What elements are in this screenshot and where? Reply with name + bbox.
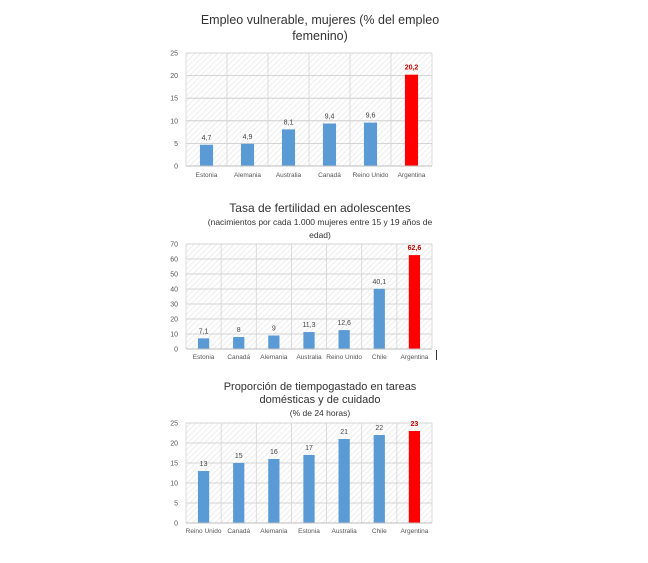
y-tick-label: 15 xyxy=(170,96,178,103)
bar-estonia xyxy=(199,144,214,166)
data-label: 4,7 xyxy=(202,135,212,142)
data-label: 15 xyxy=(235,453,243,460)
y-tick-label: 20 xyxy=(170,441,178,448)
chart-3: 0 5 10 15 20 25 13 Reino Unido 15 Canadá 16 Alemani… xyxy=(170,421,433,535)
chart-title-line: Tasa de fertilidad en adolescentes xyxy=(229,201,411,215)
chart-2-title-block: Tasa de fertilidad en adolescentes (nacim… xyxy=(140,200,500,242)
chart-title-line: Proporción de tiempogastado en tareas xyxy=(223,381,417,393)
x-tick-label: Estonia xyxy=(298,528,320,535)
chart-2: 0 10 20 30 40 50 60 70 7,1 Estonia 8 Canadá 9 Alemani… xyxy=(170,242,433,361)
data-label: 17 xyxy=(305,445,313,452)
y-tick-label: 10 xyxy=(170,332,178,339)
bar-reino-unido xyxy=(338,330,350,349)
y-tick-label: 0 xyxy=(174,521,178,528)
chart-title-line: Empleo vulnerable, mujeres (% del empleo xyxy=(200,13,440,27)
x-tick-label: Canadá xyxy=(227,354,250,361)
data-label: 21 xyxy=(340,429,348,436)
bar-canadá xyxy=(322,123,337,166)
data-label: 16 xyxy=(270,449,278,456)
y-tick-label: 0 xyxy=(174,347,178,354)
bar-argentina xyxy=(404,74,419,166)
x-tick-label: Argentina xyxy=(401,528,429,535)
chart-title-line: domésticas y de cuidado xyxy=(259,394,381,406)
data-label: 12,6 xyxy=(337,320,351,327)
y-tick-label: 70 xyxy=(170,242,178,249)
chart-3-title-block: Proporción de tiempogastado en tareas dom… xyxy=(140,381,500,419)
y-tick-label: 40 xyxy=(170,287,178,294)
x-tick-label: Argentina xyxy=(401,354,429,361)
y-tick-label: 0 xyxy=(174,164,178,171)
x-tick-label: Argentina xyxy=(398,172,426,179)
data-label: 9 xyxy=(272,326,276,333)
data-label: 20,2 xyxy=(405,65,419,72)
y-tick-label: 30 xyxy=(170,302,178,309)
x-tick-label: Reino Unido xyxy=(186,528,222,535)
x-tick-label: Chile xyxy=(372,354,387,361)
bar-argentina xyxy=(408,431,421,523)
x-tick-label: Australia xyxy=(296,354,322,361)
plot-area xyxy=(186,244,432,349)
y-tick-label: 5 xyxy=(174,501,178,508)
data-label: 62,6 xyxy=(408,245,422,252)
data-label: 7,1 xyxy=(199,328,209,335)
data-label: 9,4 xyxy=(325,114,335,121)
x-tick-label: Canadá xyxy=(227,528,250,535)
x-tick-label: Alemania xyxy=(234,172,261,179)
y-tick-label: 50 xyxy=(170,272,178,279)
data-label: 22 xyxy=(375,425,383,432)
y-tick-label: 20 xyxy=(170,317,178,324)
bar-estonia xyxy=(197,338,210,349)
chart-title-line: femenino) xyxy=(292,29,348,43)
bar-alemania xyxy=(268,459,280,523)
data-label: 9,6 xyxy=(366,113,376,120)
bar-alemania xyxy=(240,143,255,166)
chart-subtitle-line: (% de 24 horas) xyxy=(289,408,351,418)
chart-1-title-block: Empleo vulnerable, mujeres (% del empleo… xyxy=(140,12,500,44)
y-tick-label: 25 xyxy=(170,421,178,428)
y-tick-label: 10 xyxy=(170,481,178,488)
x-tick-label: Canadá xyxy=(318,172,341,179)
data-label: 23 xyxy=(411,421,419,428)
bar-australia xyxy=(338,439,350,523)
bar-canadá xyxy=(233,463,245,523)
y-tick-label: 10 xyxy=(170,118,178,125)
data-label: 11,3 xyxy=(302,322,315,329)
x-tick-label: Chile xyxy=(372,528,387,535)
y-tick-label: 60 xyxy=(170,257,178,264)
y-tick-label: 25 xyxy=(170,51,178,58)
data-label: 13 xyxy=(200,461,208,468)
data-label: 40,1 xyxy=(372,279,386,286)
y-tick-label: 5 xyxy=(174,141,178,148)
bar-alemania xyxy=(268,335,280,349)
chart-subtitle-line: (nacimientos por cada 1.000 mujeres entr… xyxy=(207,217,433,227)
data-label: 8,1 xyxy=(284,119,294,126)
bar-reino-unido xyxy=(197,471,210,523)
bar-australia xyxy=(303,332,315,349)
chart-1: 0 5 10 15 20 25 4,7 Estonia 4,9 Alemania 8,1 Austra… xyxy=(170,51,433,179)
chart-subtitle-line: edad) xyxy=(309,230,331,240)
bar-chile xyxy=(373,435,385,523)
data-label: 4,9 xyxy=(243,134,253,141)
bar-argentina xyxy=(408,255,421,349)
data-label: 8 xyxy=(237,327,241,334)
x-tick-label: Alemania xyxy=(260,354,287,361)
x-tick-label: Reino Unido xyxy=(326,354,362,361)
x-tick-label: Australia xyxy=(276,172,302,179)
bar-canadá xyxy=(233,337,245,349)
y-tick-label: 15 xyxy=(170,461,178,468)
y-tick-label: 20 xyxy=(170,73,178,80)
x-tick-label: Australia xyxy=(331,528,357,535)
bar-australia xyxy=(281,129,296,166)
bar-chile xyxy=(373,288,385,349)
x-tick-label: Estonia xyxy=(196,172,218,179)
x-tick-label: Estonia xyxy=(193,354,215,361)
x-tick-label: Reino Unido xyxy=(353,172,389,179)
bar-reino-unido xyxy=(363,122,378,166)
bar-estonia xyxy=(303,455,315,523)
text-cursor xyxy=(436,350,437,360)
x-tick-label: Alemania xyxy=(260,528,287,535)
